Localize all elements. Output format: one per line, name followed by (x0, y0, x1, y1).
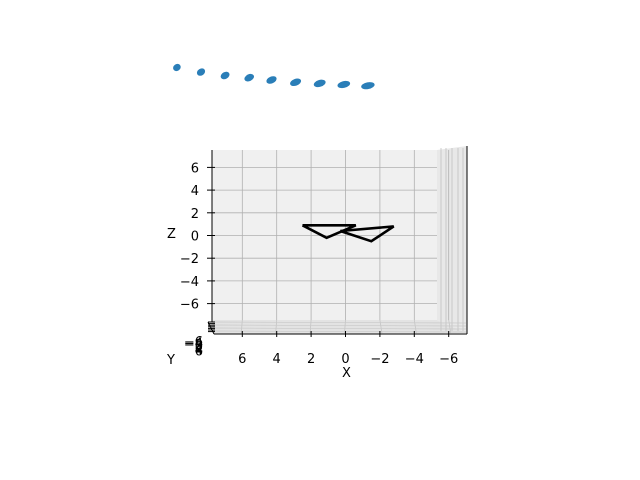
y-tick-label-6: 6 (195, 345, 203, 360)
floor-gridline-1 (211, 324, 467, 327)
z-tick-label-0: 6 (191, 161, 199, 176)
floor-gridline-2 (211, 327, 467, 330)
x-tick-label-5: −4 (405, 352, 424, 367)
y-tick-label-0: −6 (184, 335, 203, 350)
x-tick-label-1: 4 (273, 352, 281, 367)
y-tick-label-2: −2 (184, 338, 203, 353)
z-tick-label-4: −2 (180, 252, 199, 267)
z-tick-label-6: −6 (180, 298, 199, 313)
z-tick-label-2: 2 (191, 207, 199, 222)
scatter-point-7 (337, 80, 351, 89)
z-tick-label-5: −4 (180, 275, 199, 290)
floor-gridline-3 (211, 330, 467, 333)
lines-layer (301, 224, 395, 243)
x-floor-gridline-6 (448, 319, 452, 334)
x-tick-label-3: 0 (341, 352, 349, 367)
z-axis-label: Z (167, 227, 176, 242)
x-floor-gridline-3 (344, 319, 346, 334)
scatter-point-3 (244, 73, 254, 82)
x-tick-label-4: −2 (370, 352, 389, 367)
x-tick-label-2: 2 (307, 352, 315, 367)
x-floor-gridline-4 (379, 319, 383, 334)
grid-layer (211, 148, 467, 334)
y-tick-label-4: 2 (195, 341, 203, 356)
scatter-point-1 (196, 68, 206, 76)
back-pane-rect (212, 150, 437, 320)
z-tick-label-1: 4 (191, 184, 199, 199)
z-tick-label-3: 0 (191, 230, 199, 245)
back-pane (212, 146, 467, 334)
points-layer (173, 63, 375, 90)
scatter-point-5 (290, 78, 302, 87)
scatter-point-0 (173, 63, 181, 72)
x-floor-gridline-5 (413, 319, 417, 334)
scatter-point-8 (361, 82, 375, 90)
scatter-point-6 (313, 79, 326, 88)
y-tick-label-3: 0 (195, 340, 203, 355)
line-series-1 (339, 225, 395, 243)
x-axis-label: X (342, 366, 351, 381)
floor-gridline-0 (211, 321, 467, 324)
y-tick-label-1: −4 (184, 337, 203, 352)
scatter-point-4 (266, 76, 277, 84)
x-tick-label-0: 6 (238, 352, 246, 367)
y-axis-label: Y (166, 353, 175, 368)
scatter-point-2 (220, 71, 230, 80)
x-tick-label-6: −6 (439, 352, 458, 367)
y-tick-label-5: 4 (195, 343, 203, 358)
